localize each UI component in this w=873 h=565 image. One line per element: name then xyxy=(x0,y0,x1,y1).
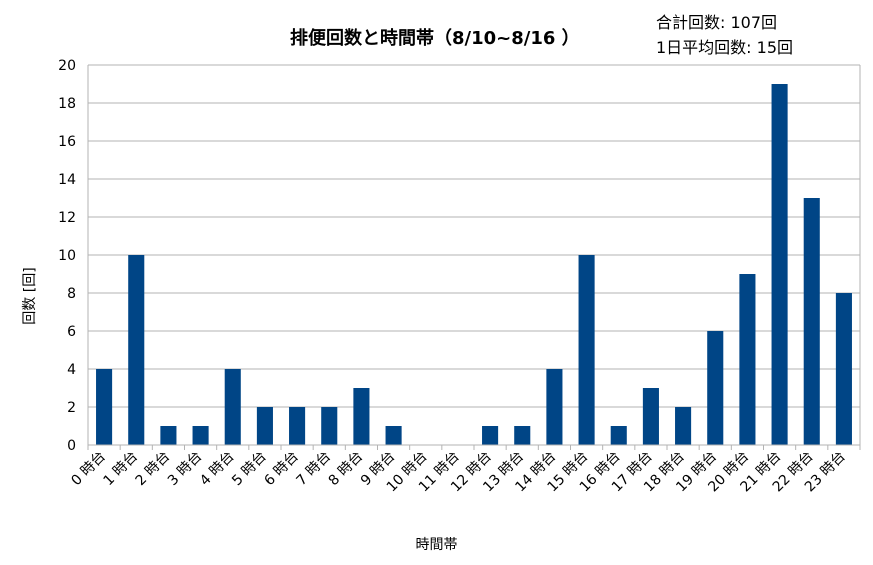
bars xyxy=(96,84,852,445)
bar xyxy=(256,407,273,445)
y-axis-label: 回数 [回] xyxy=(22,267,38,325)
bar xyxy=(192,426,209,445)
y-tick-label: 6 xyxy=(67,324,76,340)
y-tick-label: 2 xyxy=(67,400,76,416)
total-count-text: 合計回数: 107回 xyxy=(656,13,778,32)
x-tick-label: 1 時台 xyxy=(101,449,142,490)
bar xyxy=(610,426,627,445)
chart-title: 排便回数と時間帯（8/10~8/16 ） xyxy=(290,28,580,49)
bar xyxy=(321,407,338,445)
bar xyxy=(96,369,113,445)
bar xyxy=(771,84,788,445)
x-tick-label: 2 時台 xyxy=(133,449,174,490)
bar xyxy=(353,388,370,445)
y-tick-label: 16 xyxy=(58,134,76,150)
x-tick-label: 7 時台 xyxy=(294,449,335,490)
y-tick-label: 12 xyxy=(58,210,76,226)
y-tick-label: 10 xyxy=(58,248,76,264)
bar xyxy=(578,255,595,445)
bar xyxy=(482,426,499,445)
bar xyxy=(160,426,177,445)
x-tick-label: 5 時台 xyxy=(229,449,270,490)
bar xyxy=(707,331,724,445)
daily-average-text: 1日平均回数: 15回 xyxy=(656,38,794,57)
bar xyxy=(642,388,659,445)
bar xyxy=(514,426,531,445)
y-tick-label: 20 xyxy=(58,58,76,74)
bar xyxy=(803,198,820,445)
bar xyxy=(128,255,145,445)
x-tick-label: 3 時台 xyxy=(165,449,206,490)
y-tick-label: 4 xyxy=(67,362,76,378)
x-tick-label: 6 時台 xyxy=(261,449,302,490)
y-tick-label: 18 xyxy=(58,96,76,112)
bar xyxy=(385,426,402,445)
bar xyxy=(224,369,241,445)
bar xyxy=(835,293,852,445)
y-tick-label: 14 xyxy=(58,172,76,188)
bar xyxy=(739,274,756,445)
bar xyxy=(675,407,692,445)
x-tick-label: 8 時台 xyxy=(326,449,367,490)
bar xyxy=(289,407,306,445)
axes xyxy=(87,65,861,450)
bar xyxy=(546,369,563,445)
y-tick-labels: 0 2 4 6 8 10 12 14 16 18 20 xyxy=(58,58,76,454)
y-tick-label: 8 xyxy=(67,286,76,302)
y-tick-label: 0 xyxy=(67,438,76,454)
x-tick-label: 4 時台 xyxy=(197,449,238,490)
x-tick-label: 0 時台 xyxy=(68,449,109,490)
x-axis-label: 時間帯 xyxy=(415,537,458,553)
x-tick-labels: 0 時台1 時台2 時台3 時台4 時台5 時台6 時台7 時台8 時台9 時台… xyxy=(68,449,848,496)
